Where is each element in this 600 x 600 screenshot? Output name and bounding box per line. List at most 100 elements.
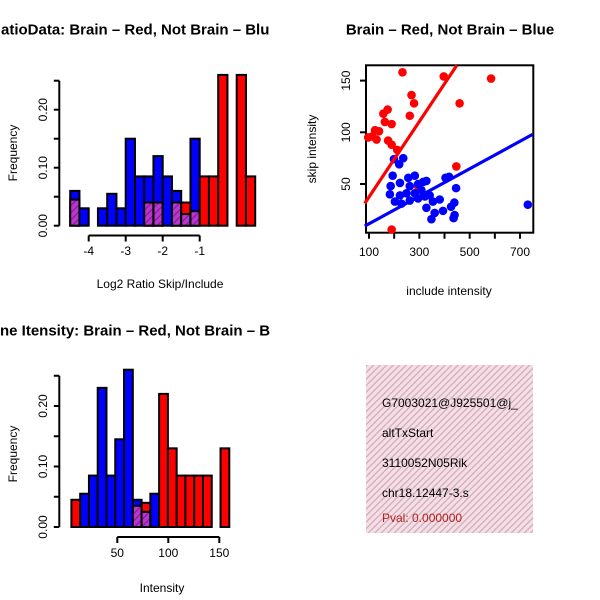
hist-bar-blue bbox=[79, 492, 90, 529]
hist-bar-red bbox=[244, 175, 257, 227]
scatter-point-blue bbox=[385, 190, 395, 199]
scatter-point-red bbox=[387, 140, 396, 150]
y-tick-label: 0.00 bbox=[36, 515, 50, 539]
ratio-histogram-title: atioData: Brain – Red, Not Brain – Blu bbox=[1, 21, 270, 39]
hist-bar-overlap bbox=[131, 504, 143, 528]
y-tick-label: 50 bbox=[339, 177, 353, 191]
scatter-point-blue bbox=[438, 206, 448, 216]
y-tick-label: 0.20 bbox=[36, 394, 50, 418]
scatter-point-blue bbox=[422, 203, 431, 213]
hist-bar-red bbox=[175, 474, 187, 528]
hist-bar-blue bbox=[149, 492, 161, 529]
scatter-point-blue bbox=[390, 197, 400, 206]
scatter-point-red bbox=[407, 90, 416, 100]
gene-intensity-histogram-xlabel: Intensity bbox=[139, 581, 185, 595]
hist-bar-red bbox=[201, 474, 213, 528]
hist-bar-blue bbox=[115, 207, 127, 227]
gene-pval: Pval: 0.000000 bbox=[382, 511, 463, 525]
scatter-point-blue bbox=[430, 208, 439, 218]
panel-gene-intensity-histogram: 0.00 0.10 0.20 50 100 150 ne Itensity: Brain … bbox=[0, 300, 300, 600]
scatter-point-red bbox=[439, 72, 449, 81]
scatter-point-red bbox=[452, 162, 461, 171]
scatter-point-blue bbox=[398, 153, 408, 163]
y-tick-label: 100 bbox=[339, 122, 353, 142]
brain-fit-line bbox=[363, 64, 459, 205]
hist-bar-red bbox=[217, 73, 229, 227]
ratio-histogram-xlabel: Log2 Ratio Skip/Include bbox=[96, 277, 224, 291]
hist-bar-red bbox=[70, 498, 82, 528]
y-tick-label: 0.20 bbox=[36, 98, 50, 122]
scatter-point-blue bbox=[451, 183, 461, 193]
ratio-histogram-ylabel: Frequency bbox=[6, 124, 20, 182]
scatter-point-blue bbox=[395, 191, 405, 200]
scatter-xlabel: include intensity bbox=[406, 284, 492, 298]
y-tick-label: 150 bbox=[339, 70, 353, 90]
x-tick-label: -2 bbox=[157, 244, 168, 258]
x-tick-label: 300 bbox=[409, 245, 429, 259]
scatter-point-red bbox=[383, 105, 392, 114]
hist-bar-overlap bbox=[170, 201, 183, 227]
hist-bar-red bbox=[158, 392, 169, 529]
scatter-point-red bbox=[398, 68, 407, 77]
intensity-scatter-plot: 100 300 500 700 50 100 150 bbox=[339, 64, 535, 259]
x-tick-label: 50 bbox=[111, 546, 125, 560]
x-tick-label: 500 bbox=[460, 245, 480, 259]
scatter-point-blue bbox=[523, 200, 533, 209]
scatter-title: Brain – Red, Not Brain – Blue bbox=[345, 21, 555, 39]
hist-bar-overlap bbox=[143, 201, 155, 227]
scatter-point-red bbox=[409, 99, 419, 108]
scatter-point-red bbox=[387, 225, 396, 234]
gene-intensity-histogram-plot: 0.00 0.10 0.20 50 100 150 bbox=[36, 368, 231, 560]
plot-frame bbox=[365, 64, 535, 234]
gene-intensity-histogram-ylabel: Frequency bbox=[6, 425, 20, 483]
x-tick-label: 700 bbox=[510, 245, 530, 259]
scatter-point-red bbox=[374, 126, 384, 136]
not-brain-fit-line bbox=[363, 132, 534, 228]
scatter-point-blue bbox=[410, 171, 420, 181]
gene-locus: chr18.12447-3.s bbox=[382, 486, 469, 500]
hist-bar-blue bbox=[161, 175, 173, 227]
panel-gene-info: G7003021@J925501@j_ altTxStart 3110052N0… bbox=[300, 300, 600, 600]
x-tick-label: 100 bbox=[158, 546, 178, 560]
scatter-point-blue bbox=[386, 181, 395, 191]
hist-bar-blue bbox=[124, 137, 136, 227]
hist-bar-blue bbox=[133, 175, 146, 227]
scatter-point-blue bbox=[388, 171, 397, 181]
scatter-point-red bbox=[387, 119, 396, 129]
scatter-ylabel: skip intensity bbox=[305, 114, 319, 184]
hist-bar-red bbox=[166, 447, 178, 529]
hist-bar-overlap bbox=[189, 210, 201, 227]
hist-bar-blue bbox=[123, 368, 134, 528]
x-tick-label: 150 bbox=[209, 546, 229, 560]
hist-bar-blue bbox=[78, 207, 90, 227]
scatter-point-blue bbox=[405, 181, 415, 191]
scatter-point-blue bbox=[394, 160, 404, 169]
hist-bar-overlap bbox=[69, 198, 81, 227]
ratio-histogram-plot: 0.00 0.10 0.20 -4 -3 -2 -1 bbox=[36, 73, 257, 258]
hist-bar-red bbox=[235, 73, 247, 227]
scatter-point-blue bbox=[395, 178, 405, 188]
hist-bar-blue bbox=[105, 474, 117, 528]
x-tick-label: -1 bbox=[194, 244, 205, 258]
gene-symbol: 3110052N05Rik bbox=[382, 456, 468, 470]
scatter-point-red bbox=[380, 117, 390, 127]
hist-bar-red bbox=[219, 447, 231, 529]
hist-bar-blue bbox=[106, 192, 118, 227]
scatter-point-red bbox=[372, 135, 381, 144]
scatter-point-blue bbox=[435, 195, 445, 204]
scatter-point-red bbox=[486, 74, 496, 83]
x-tick-label: -3 bbox=[120, 244, 131, 258]
gene-intensity-histogram-title: ne Itensity: Brain – Red, Not Brain – B bbox=[0, 322, 271, 340]
scatter-point-blue bbox=[403, 173, 413, 183]
hist-bar-red bbox=[207, 175, 220, 227]
hist-bar-blue bbox=[87, 474, 99, 528]
scatter-point-red bbox=[405, 111, 415, 121]
hist-bar-blue bbox=[96, 207, 109, 227]
hist-bar-blue bbox=[114, 438, 126, 528]
x-tick-label: 100 bbox=[359, 245, 379, 259]
scatter-point-blue bbox=[402, 189, 411, 198]
hist-bar-red bbox=[184, 474, 196, 528]
y-tick-label: 0.00 bbox=[36, 214, 50, 238]
gene-info-box: G7003021@J925501@j_ altTxStart 3110052N0… bbox=[366, 365, 533, 533]
